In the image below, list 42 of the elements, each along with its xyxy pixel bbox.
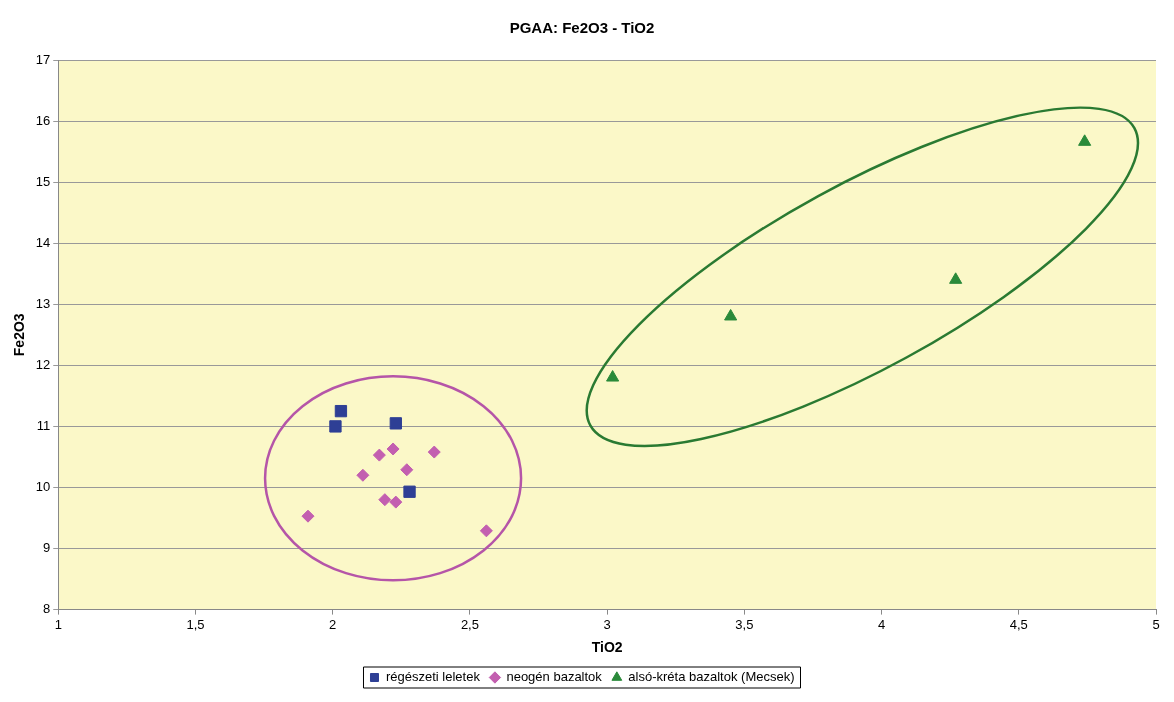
- chart-title: PGAA: Fe2O3 - TiO2: [509, 19, 655, 37]
- legend-label: neogén bazaltok: [506, 669, 603, 685]
- point: [427, 445, 441, 459]
- point: [329, 420, 342, 433]
- point: [389, 495, 403, 509]
- x-tick-label: 5: [1152, 616, 1160, 632]
- x-axis-title: TiO2: [591, 639, 623, 656]
- y-axis-title: Fe2O3: [11, 313, 28, 357]
- y-tick-label: 14: [35, 234, 51, 250]
- point: [400, 463, 414, 477]
- point: [301, 509, 315, 523]
- x-tick-label: 3,5: [735, 616, 754, 632]
- point: [378, 493, 392, 507]
- y-tick-label: 17: [35, 51, 51, 67]
- y-tick-label: 12: [35, 356, 51, 372]
- x-tick-label: 1,5: [186, 616, 205, 632]
- x-tick-label: 3: [603, 616, 611, 632]
- y-tick-label: 8: [43, 601, 51, 617]
- x-tick-label: 1: [54, 616, 62, 632]
- legend-label: alsó-kréta bazaltok (Mecsek): [628, 669, 795, 685]
- point: [1078, 134, 1092, 146]
- y-tick-label: 11: [36, 417, 51, 433]
- y-tick-label: 13: [35, 295, 51, 311]
- point: [403, 485, 416, 498]
- x-tick-label: 4,5: [1009, 616, 1028, 632]
- y-tick-label: 16: [35, 112, 51, 128]
- x-tick-label: 4: [877, 616, 886, 632]
- point: [356, 468, 370, 482]
- point: [372, 448, 386, 462]
- point: [479, 524, 493, 538]
- y-tick-label: 15: [35, 173, 51, 189]
- point: [949, 272, 963, 284]
- point: [389, 417, 402, 430]
- x-tick-label: 2,5: [460, 616, 479, 632]
- legend-label: régészeti leletek: [385, 669, 481, 685]
- point: [386, 442, 400, 456]
- point: [724, 308, 738, 321]
- point: [606, 370, 620, 382]
- x-tick-label: 2: [329, 616, 337, 632]
- y-tick-label: 9: [43, 540, 51, 556]
- y-tick-label: 10: [35, 479, 51, 495]
- point: [334, 404, 348, 418]
